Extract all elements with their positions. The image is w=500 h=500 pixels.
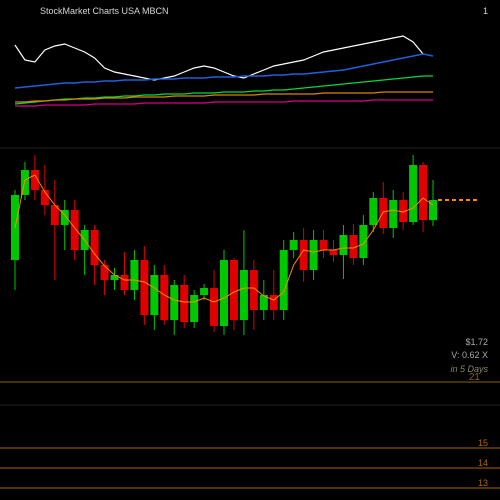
chart-container: StockMarket Charts USA MBCN 1 21$1.72V: … [0, 0, 500, 500]
svg-text:in 5 Days: in 5 Days [450, 364, 488, 374]
svg-text:V: 0.62 X: V: 0.62 X [451, 350, 488, 360]
svg-text:$1.72: $1.72 [465, 337, 488, 347]
chart-svg: 21$1.72V: 0.62 Xin 5 Days151413 [0, 0, 500, 500]
svg-text:13: 13 [478, 478, 488, 488]
svg-text:15: 15 [478, 438, 488, 448]
svg-text:14: 14 [478, 458, 488, 468]
